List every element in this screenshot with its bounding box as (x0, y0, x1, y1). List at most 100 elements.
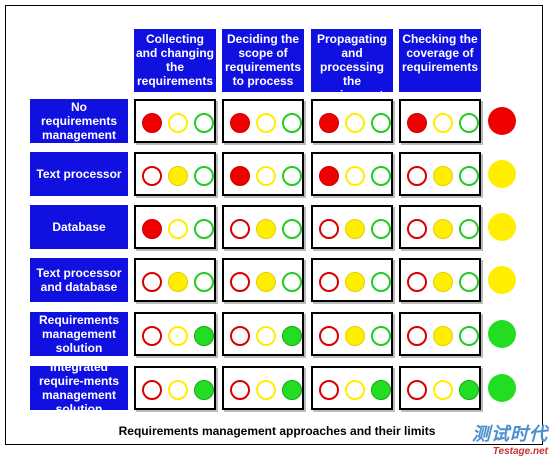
row-label: Text processor and database (30, 258, 128, 302)
column-header: Checking the coverage of requirements (399, 29, 481, 92)
red-light-off (407, 380, 427, 400)
traffic-light-cell (311, 258, 393, 302)
yellow-light-off (168, 380, 188, 400)
overall-yellow-light (488, 213, 516, 241)
green-light-off (459, 326, 479, 346)
green-light-off (371, 326, 391, 346)
overall-yellow-light (488, 160, 516, 188)
yellow-light-on (168, 166, 188, 186)
yellow-light-off (345, 380, 365, 400)
traffic-light-cell (222, 258, 304, 302)
yellow-light-off (433, 113, 453, 133)
yellow-light-off (256, 326, 276, 346)
yellow-light-off (345, 113, 365, 133)
watermark-text: 测试时代 (472, 424, 548, 444)
yellow-light-on (345, 219, 365, 239)
caption: Requirements management approaches and t… (118, 424, 436, 438)
red-light-off (230, 219, 250, 239)
green-light-off (371, 272, 391, 292)
red-light-off (407, 219, 427, 239)
overall-green-light (488, 374, 516, 402)
traffic-light-cell (311, 152, 393, 196)
row-label: No requirements management (30, 99, 128, 143)
traffic-light-cell (222, 152, 304, 196)
yellow-light-on (256, 272, 276, 292)
green-light-off (282, 113, 302, 133)
red-light-on (142, 113, 162, 133)
red-light-off (319, 219, 339, 239)
red-light-off (230, 326, 250, 346)
yellow-light-off (168, 219, 188, 239)
traffic-light-cell (399, 152, 481, 196)
red-light-on (407, 113, 427, 133)
yellow-light-on (433, 326, 453, 346)
yellow-light-off (433, 380, 453, 400)
red-light-on (230, 113, 250, 133)
traffic-light-cell (134, 99, 216, 143)
green-light-off (194, 272, 214, 292)
green-light-off (459, 166, 479, 186)
green-light-on (459, 380, 479, 400)
overall-red-light (488, 107, 516, 135)
traffic-light-cell (311, 99, 393, 143)
green-light-off (459, 113, 479, 133)
red-light-off (142, 326, 162, 346)
green-light-off (194, 166, 214, 186)
traffic-light-cell (134, 205, 216, 249)
traffic-light-cell (134, 366, 216, 410)
traffic-light-cell (134, 152, 216, 196)
green-light-off (282, 219, 302, 239)
traffic-light-cell (222, 366, 304, 410)
watermark-url: Testage.net (492, 446, 548, 457)
traffic-light-cell (399, 258, 481, 302)
traffic-light-cell (399, 312, 481, 356)
green-light-off (459, 219, 479, 239)
yellow-light-on (433, 272, 453, 292)
yellow-light-off (256, 380, 276, 400)
green-light-on (282, 380, 302, 400)
green-light-on (282, 326, 302, 346)
red-light-off (142, 272, 162, 292)
red-light-off (407, 326, 427, 346)
yellow-light-off (168, 113, 188, 133)
red-light-off (407, 272, 427, 292)
green-light-off (371, 219, 391, 239)
traffic-light-cell (399, 99, 481, 143)
overall-green-light (488, 320, 516, 348)
traffic-light-cell (311, 312, 393, 356)
watermark-logo: 测试时代 Testage.net (472, 420, 548, 457)
yellow-light-off (168, 326, 188, 346)
green-light-off (371, 166, 391, 186)
traffic-light-cell (222, 312, 304, 356)
row-label: Requirements management solution (30, 312, 128, 356)
red-light-off (230, 272, 250, 292)
red-light-on (230, 166, 250, 186)
column-header: Collecting and changing the requirements (134, 29, 216, 92)
green-light-off (371, 113, 391, 133)
yellow-light-off (256, 113, 276, 133)
traffic-light-cell (311, 366, 393, 410)
green-light-off (282, 272, 302, 292)
row-label: Database (30, 205, 128, 249)
yellow-light-on (345, 272, 365, 292)
traffic-light-cell (399, 366, 481, 410)
red-light-on (319, 113, 339, 133)
red-light-off (319, 380, 339, 400)
row-label: Integrated require-ments management solu… (30, 360, 128, 416)
traffic-light-cell (134, 312, 216, 356)
yellow-light-on (433, 219, 453, 239)
traffic-light-cell (222, 99, 304, 143)
red-light-off (142, 380, 162, 400)
red-light-off (319, 272, 339, 292)
column-header: Deciding the scope of requirements to pr… (222, 29, 304, 92)
green-light-on (194, 380, 214, 400)
red-light-on (142, 219, 162, 239)
row-label: Text processor (30, 152, 128, 196)
traffic-light-cell (222, 205, 304, 249)
yellow-light-on (433, 166, 453, 186)
traffic-light-cell (311, 205, 393, 249)
yellow-light-on (345, 326, 365, 346)
red-light-off (142, 166, 162, 186)
traffic-light-cell (134, 258, 216, 302)
red-light-off (319, 326, 339, 346)
